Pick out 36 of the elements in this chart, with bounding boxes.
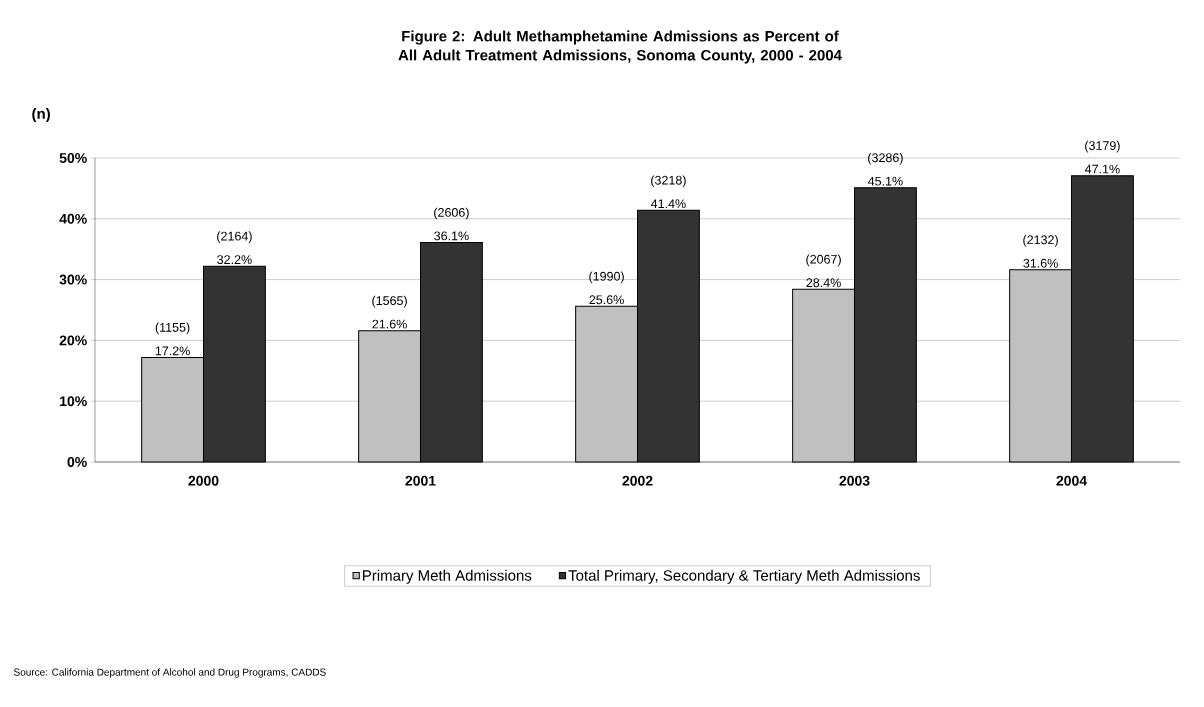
annotation: (1990) <box>589 271 624 284</box>
legend-label: Primary Meth Admissions <box>363 569 532 584</box>
source-note: Source: California Department of Alcohol and Drug Programs, CADDS <box>13 668 326 678</box>
data-label: 25.6% <box>589 295 624 305</box>
chart-title: Figure 2: Adult Methamphetamine Admissions as Percent of All Adult Treatment Admissions, Sonoma County, 2000 - 2004 <box>398 30 842 64</box>
annotation: (3286) <box>868 152 903 165</box>
x-tick-label: 2002 <box>622 475 653 486</box>
data-label: 36.1% <box>434 231 469 241</box>
y-tick-label: 30% <box>59 274 87 285</box>
x-tick-label: 2003 <box>839 475 870 486</box>
y-axis-title: (n) <box>32 108 50 122</box>
x-tick-label: 2001 <box>405 475 436 486</box>
annotation: (2132) <box>1023 235 1058 247</box>
y-tick-label: 10% <box>60 396 87 407</box>
legend-label: Total Primary, Secondary & Tertiary Meth Admissions <box>568 569 920 584</box>
data-label: 17.2% <box>155 346 190 356</box>
y-tick-label: 40% <box>59 213 87 224</box>
x-tick-label: 2000 <box>188 475 219 486</box>
x-tick-label: 2004 <box>1056 475 1087 486</box>
annotation: (3218) <box>651 175 686 188</box>
data-label: 28.4% <box>806 278 841 288</box>
annotation: (1565) <box>372 295 407 308</box>
annotation: (2606) <box>434 207 469 220</box>
data-label: 32.2% <box>217 255 252 265</box>
annotation: (3179) <box>1085 140 1120 153</box>
annotation: (2067) <box>806 254 841 267</box>
data-label: 31.6% <box>1023 258 1058 268</box>
data-label: 47.1% <box>1084 164 1120 174</box>
y-tick-label: 0% <box>67 457 87 467</box>
data-label: 21.6% <box>372 319 407 329</box>
annotation: (2164) <box>217 231 252 244</box>
annotation: (1155) <box>155 322 190 335</box>
data-label: 41.4% <box>650 199 686 209</box>
y-tick-label: 50% <box>59 153 87 163</box>
data-label: 45.1% <box>867 176 903 186</box>
y-tick-label: 20% <box>59 335 87 346</box>
